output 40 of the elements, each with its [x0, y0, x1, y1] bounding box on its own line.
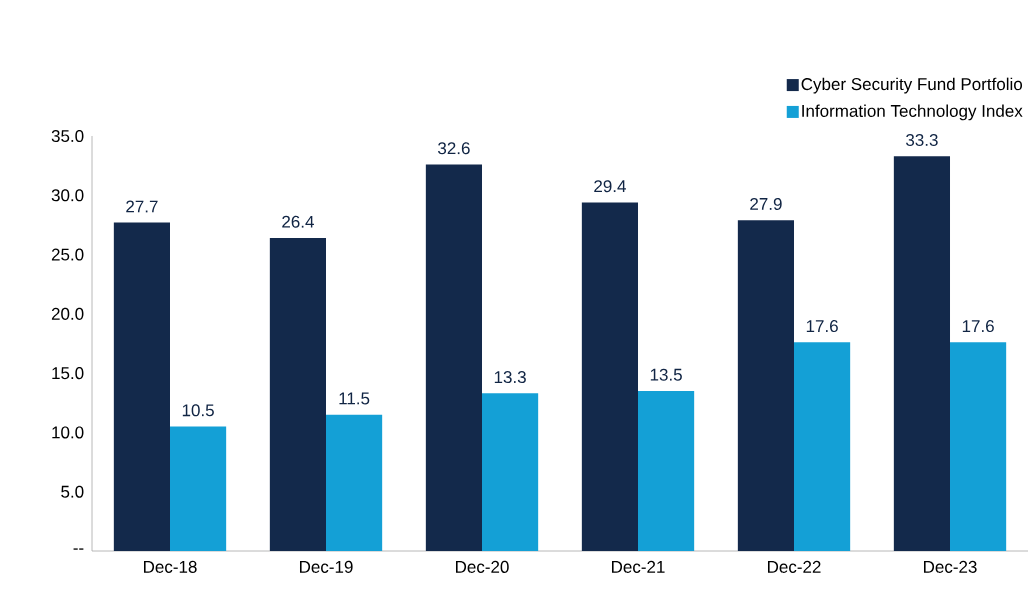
- data-label: 13.3: [494, 371, 526, 384]
- data-label: 17.6: [806, 320, 838, 333]
- data-label: 32.6: [438, 142, 470, 155]
- bar: [113, 222, 170, 551]
- bar: [170, 426, 227, 551]
- y-tick-label: 15.0: [52, 367, 84, 380]
- bar: [269, 237, 326, 551]
- bar: [482, 393, 539, 551]
- bar: [581, 202, 638, 551]
- y-tick-label: 5.0: [61, 485, 84, 498]
- bar: [638, 390, 695, 551]
- x-tick-label: Dec-19: [299, 560, 353, 573]
- x-tick-label: Dec-21: [611, 560, 665, 573]
- y-tick-label: --: [73, 548, 84, 550]
- data-label: 11.5: [339, 392, 370, 405]
- bar: [950, 342, 1007, 551]
- x-tick-label: Dec-23: [924, 560, 977, 573]
- data-label: 27.7: [126, 200, 158, 213]
- bar: [326, 414, 383, 551]
- data-label: 29.4: [594, 180, 626, 193]
- legend-label: Cyber Security Fund Portfolio: [801, 77, 1023, 94]
- data-label: 26.4: [282, 215, 314, 228]
- bar: [425, 164, 482, 551]
- legend-label: Information Technology Index: [802, 104, 1023, 121]
- y-tick-label: 25.0: [51, 248, 84, 261]
- y-tick-label: 20.0: [51, 307, 84, 320]
- data-label: 13.5: [650, 368, 682, 381]
- bar: [794, 342, 851, 551]
- x-tick-label: Dec-20: [455, 560, 509, 573]
- data-label: 27.9: [750, 197, 782, 210]
- data-label: 10.5: [182, 404, 214, 417]
- bar: [893, 156, 951, 551]
- y-tick-label: 30.0: [51, 189, 84, 202]
- x-tick-label: Dec-22: [767, 560, 821, 573]
- data-label: 33.3: [906, 133, 938, 146]
- y-tick-label: 35.0: [51, 129, 84, 143]
- x-tick-label: Dec-18: [143, 560, 197, 573]
- y-tick-label: 10.0: [52, 426, 84, 439]
- bar: [737, 220, 794, 551]
- data-label: 17.6: [962, 320, 994, 333]
